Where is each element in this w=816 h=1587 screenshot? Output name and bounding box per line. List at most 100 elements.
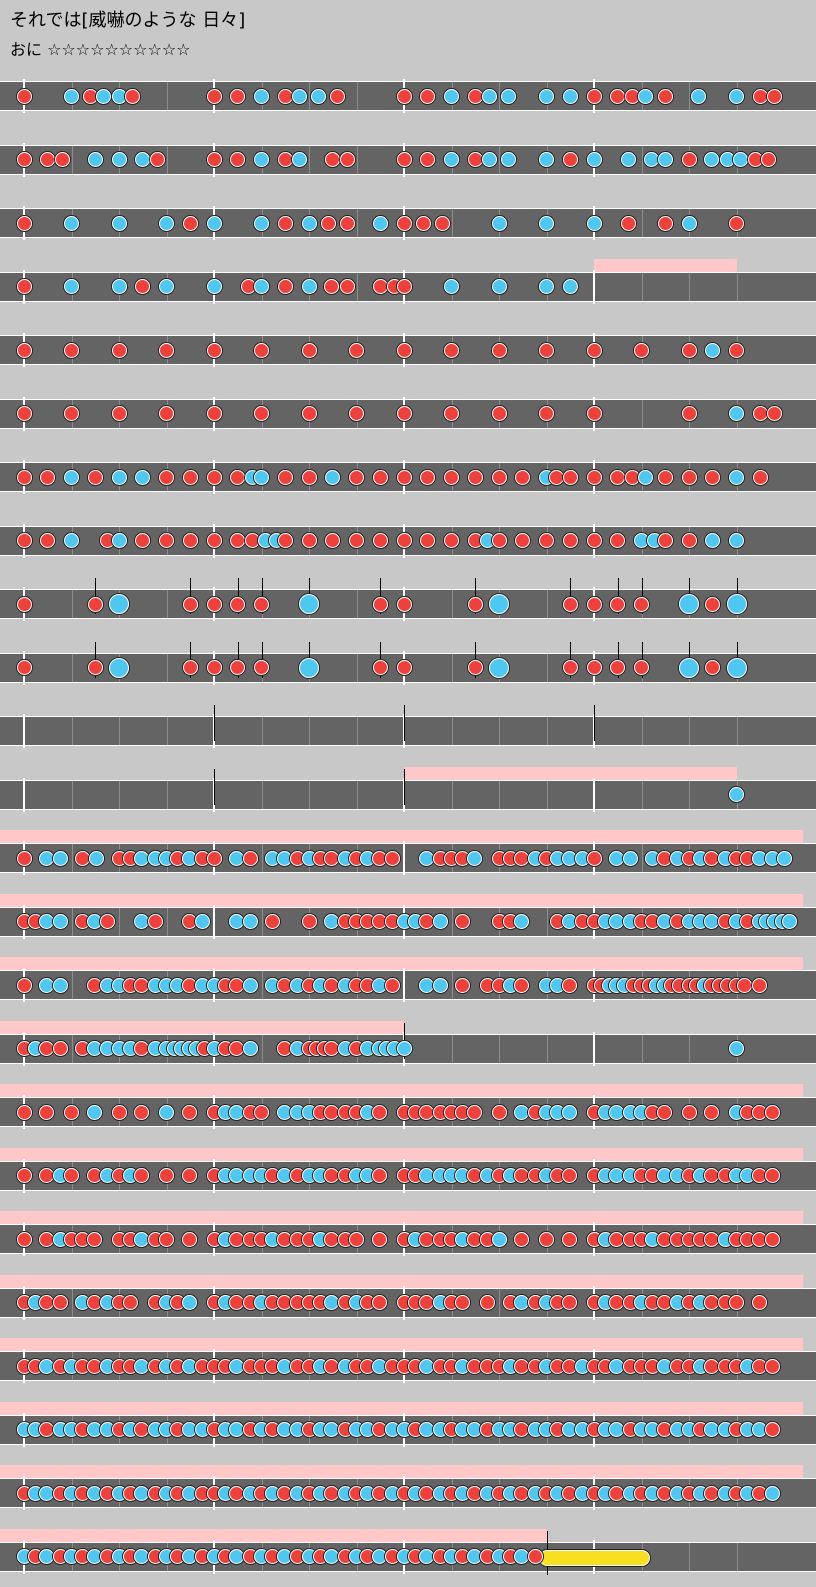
don-note (765, 1422, 781, 1437)
don-note (467, 152, 483, 167)
don-note (349, 1231, 364, 1247)
don-note (586, 660, 602, 675)
don-note (301, 469, 317, 485)
don-note (182, 596, 198, 612)
ka-note (64, 533, 79, 548)
lane-bottom-line (0, 1507, 816, 1508)
chart-row (0, 1523, 816, 1587)
lane-top-line (0, 779, 816, 781)
bar-line (403, 841, 405, 875)
don-note (752, 469, 768, 485)
don-note (159, 469, 174, 485)
ka-note (292, 88, 307, 104)
ka-note (254, 88, 269, 104)
don-note (586, 469, 602, 485)
ka-note (159, 279, 174, 294)
don-note (681, 342, 697, 358)
chart-row (0, 62, 816, 126)
don-note (586, 596, 602, 612)
don-note (562, 152, 578, 167)
don-note (372, 596, 388, 612)
beat-line (641, 209, 643, 237)
beat-line (71, 653, 73, 682)
don-note (16, 152, 32, 167)
don-note (681, 533, 697, 548)
beat-line (451, 780, 453, 809)
beat-line (546, 1034, 548, 1063)
ka-note (444, 152, 459, 167)
don-note (242, 850, 258, 866)
don-note (301, 406, 317, 421)
don-note (182, 660, 198, 675)
lane-bottom-line (0, 935, 816, 937)
don-note (181, 1168, 197, 1183)
ka-note (586, 152, 602, 167)
lane-bottom-line (0, 173, 816, 175)
beat-line (689, 1542, 690, 1571)
event-marker-line (380, 578, 382, 614)
event-marker-line (214, 768, 215, 805)
don-note (586, 533, 602, 548)
beat-line (71, 717, 73, 745)
ka-note (111, 279, 127, 294)
ka-note (776, 850, 792, 866)
don-note (159, 1231, 174, 1247)
beat-line (641, 399, 643, 428)
lane-top-line (0, 144, 816, 146)
beat-line (261, 1034, 263, 1063)
don-note (40, 469, 56, 485)
beat-line (499, 780, 500, 809)
ka-note (561, 1104, 577, 1120)
ka-note (87, 152, 103, 167)
lane-bottom-line (0, 872, 816, 873)
don-note (134, 1104, 150, 1120)
event-marker-line (261, 578, 263, 614)
don-note (420, 533, 436, 548)
lane-top-line (0, 1541, 816, 1543)
beat-line (166, 82, 168, 110)
don-note (349, 406, 364, 421)
lane-top-line (0, 1160, 816, 1162)
don-note (514, 1231, 530, 1247)
beat-line (356, 653, 358, 682)
don-note (396, 342, 412, 358)
don-note (761, 152, 777, 167)
beat-line (689, 1034, 690, 1063)
don-note (372, 469, 388, 485)
lane-bottom-line (0, 999, 816, 1000)
ka-note (242, 1041, 258, 1056)
event-marker-line (475, 578, 477, 614)
beat-line (166, 590, 168, 618)
ka-note (52, 914, 68, 929)
ka-note (782, 914, 798, 929)
ka-note (64, 88, 79, 104)
lane-bottom-line (0, 1443, 816, 1445)
don-note (372, 660, 388, 675)
don-note (705, 660, 721, 675)
don-note (277, 215, 293, 231)
bar-line (23, 714, 25, 748)
event-marker-line (95, 578, 97, 614)
ka-note (96, 88, 112, 104)
don-note (254, 406, 269, 421)
beat-line (499, 82, 500, 110)
don-note (491, 469, 507, 485)
ka-note (325, 469, 341, 485)
don-note (705, 469, 721, 485)
don-note (254, 596, 269, 612)
don-note (349, 533, 364, 548)
ka-note (705, 342, 721, 358)
beat-line (451, 907, 453, 936)
ka-note (301, 215, 317, 231)
don-note (277, 469, 293, 485)
don-note (434, 215, 450, 231)
don-note (349, 342, 364, 358)
ka-note (637, 469, 653, 485)
lane-top-line (0, 1414, 816, 1416)
beat-line (451, 590, 453, 618)
ka-note (729, 406, 744, 421)
event-marker-line (641, 578, 643, 614)
lane-bottom-line (0, 745, 816, 746)
don-note (610, 596, 626, 612)
ka-note (159, 1104, 174, 1120)
